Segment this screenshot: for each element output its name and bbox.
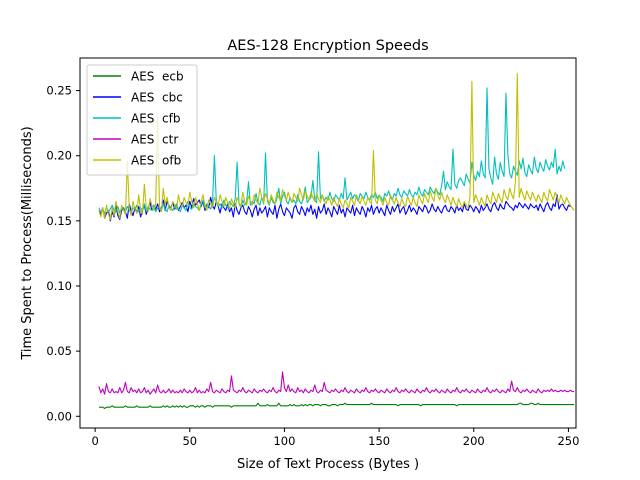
legend: AES ecb AES cbc AES cfb AES ctr AES ofb: [86, 64, 198, 176]
x-tick-label: 200: [463, 434, 485, 448]
legend-box: [86, 64, 198, 176]
legend-label: AES ecb: [131, 70, 184, 84]
plot-frame: [79, 57, 577, 429]
x-tick-label: 150: [368, 434, 390, 448]
series-group: [98, 73, 575, 410]
x-axis-label: Size of Text Process (Bytes ): [237, 457, 419, 472]
x-tick-label: 100: [273, 434, 295, 448]
series-line-4: [98, 371, 575, 395]
legend-label: AES ofb: [131, 154, 181, 168]
y-tick-label: 0.00: [46, 409, 72, 423]
y-tick-label: 0.25: [46, 84, 72, 98]
series-line-3: [98, 87, 566, 214]
y-axis-ticks: 0.00 0.05 0.10 0.15 0.20 0.25: [46, 84, 80, 423]
y-tick-label: 0.20: [46, 149, 72, 163]
y-tick-label: 0.15: [46, 214, 72, 228]
y-axis-label: Time Spent to Process(Milliseconds): [20, 126, 35, 360]
y-tick-label: 0.05: [46, 344, 72, 358]
x-axis-ticks: 0 50 100 150 200 250: [91, 428, 579, 448]
x-tick-label: 250: [557, 434, 579, 448]
legend-label: AES cbc: [131, 91, 183, 105]
legend-label: AES ctr: [131, 133, 178, 147]
legend-label: AES cfb: [131, 112, 180, 126]
series-line-1: [98, 402, 575, 410]
series-line-5: [98, 73, 575, 221]
x-tick-label: 0: [91, 434, 98, 448]
x-tick-label: 50: [182, 434, 197, 448]
y-tick-label: 0.10: [46, 279, 72, 293]
chart-title: AES-128 Encryption Speeds: [227, 38, 428, 54]
